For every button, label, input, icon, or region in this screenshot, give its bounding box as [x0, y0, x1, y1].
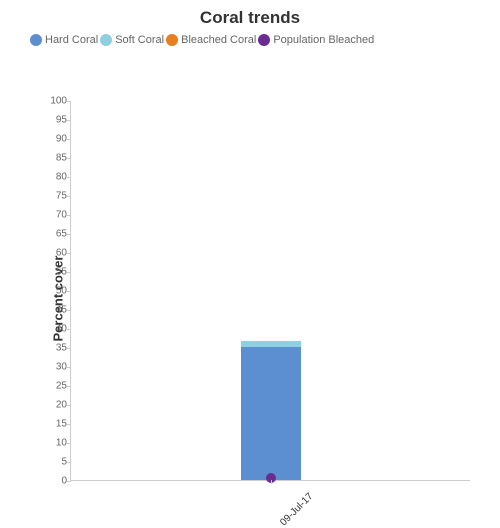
x-tick-label: 09-Jul-17 — [278, 491, 315, 528]
y-tick-mark — [67, 139, 71, 140]
legend-item: Soft Coral — [100, 34, 164, 46]
legend-marker — [166, 34, 178, 46]
y-tick-mark — [67, 386, 71, 387]
legend-label: Population Bleached — [273, 34, 374, 46]
legend: Hard Coral Soft Coral Bleached Coral Popula… — [0, 28, 500, 46]
legend-label: Bleached Coral — [181, 34, 256, 46]
y-tick-mark — [67, 253, 71, 254]
chart-title: Coral trends — [0, 0, 500, 28]
y-tick-mark — [67, 481, 71, 482]
legend-item: Population Bleached — [258, 34, 374, 46]
y-tick-mark — [67, 462, 71, 463]
legend-marker — [100, 34, 112, 46]
y-tick-mark — [67, 158, 71, 159]
legend-marker — [30, 34, 42, 46]
legend-marker — [258, 34, 270, 46]
y-tick-mark — [67, 329, 71, 330]
y-tick-mark — [67, 348, 71, 349]
y-tick-mark — [67, 424, 71, 425]
legend-label: Hard Coral — [45, 34, 98, 46]
x-tick-mark — [271, 480, 272, 484]
plot-area: 0510152025303540455055606570758085909510… — [70, 101, 470, 481]
y-tick-mark — [67, 310, 71, 311]
bar-segment — [241, 347, 301, 480]
bar-segment — [241, 341, 301, 347]
y-tick-mark — [67, 272, 71, 273]
y-tick-mark — [67, 196, 71, 197]
legend-label: Soft Coral — [115, 34, 164, 46]
legend-item: Bleached Coral — [166, 34, 256, 46]
y-tick-mark — [67, 101, 71, 102]
y-tick-mark — [67, 120, 71, 121]
y-tick-mark — [67, 234, 71, 235]
y-tick-mark — [67, 367, 71, 368]
y-tick-mark — [67, 291, 71, 292]
y-tick-mark — [67, 215, 71, 216]
y-tick-mark — [67, 177, 71, 178]
y-tick-mark — [67, 443, 71, 444]
y-tick-mark — [67, 405, 71, 406]
legend-item: Hard Coral — [30, 34, 98, 46]
